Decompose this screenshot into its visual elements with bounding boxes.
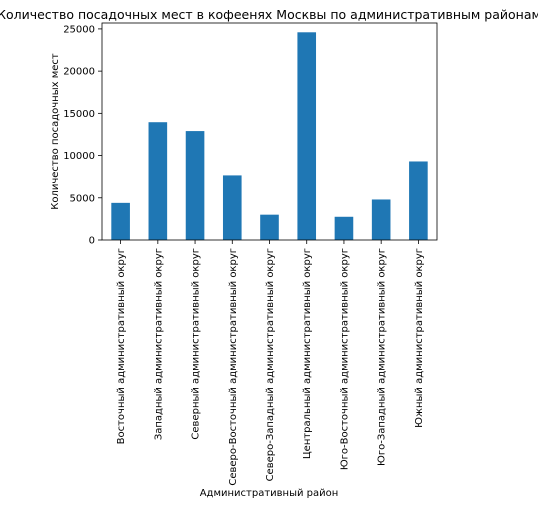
x-tick-label: Северо-Восточный административный округ: [228, 248, 239, 486]
bar: [185, 131, 205, 240]
y-axis-label: Количество посадочных мест: [50, 53, 61, 210]
bar: [334, 216, 354, 240]
bars: [111, 32, 428, 240]
bar: [222, 175, 242, 240]
x-tick-label: Юго-Восточный административный округ: [339, 248, 350, 470]
y-tick-label: 20000: [63, 67, 95, 78]
bar: [260, 214, 279, 240]
x-tick-label: Юго-Западный административный округ: [377, 248, 388, 466]
x-tick-label: Северо-Западный административный округ: [265, 248, 276, 481]
x-tick-label: Восточный административный округ: [116, 248, 127, 444]
x-axis-label: Административный район: [200, 488, 339, 499]
y-tick-label: 25000: [63, 24, 95, 35]
x-axis: Восточный административный округ Западный…: [116, 240, 425, 486]
y-tick-label: 5000: [70, 193, 95, 204]
bar: [297, 32, 317, 240]
x-tick-label: Центральный административный округ: [302, 248, 313, 459]
y-tick-label: 0: [89, 236, 95, 247]
bar: [409, 161, 428, 240]
y-tick-label: 15000: [63, 109, 95, 120]
bar: [148, 122, 168, 240]
x-tick-label: Западный административный округ: [153, 248, 164, 440]
bar: [371, 199, 391, 240]
x-tick-label: Северный административный округ: [191, 248, 202, 440]
x-tick-label: Южный административный округ: [414, 248, 425, 428]
y-tick-label: 10000: [63, 151, 95, 162]
chart-title: Количество посадочных мест в кофеенях Мо…: [0, 7, 538, 22]
y-axis: 0 5000 10000 15000 20000 25000: [63, 24, 102, 247]
bar: [111, 202, 130, 240]
